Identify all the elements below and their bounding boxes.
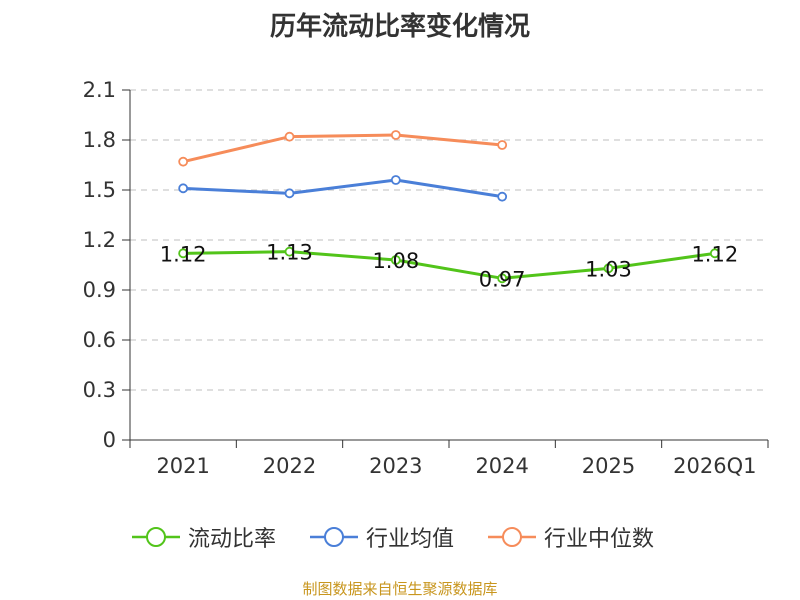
y-tick-label: 2.1 [83,78,116,102]
data-label: 0.97 [479,267,526,291]
y-tick-label: 0.3 [83,378,116,402]
series-lines [182,133,716,280]
legend-label-current-ratio: 流动比率 [188,527,277,552]
y-tick-label: 0 [103,428,116,452]
legend-line-green-icon [132,527,180,547]
legend-item-industry-median[interactable]: 行业中位数 [488,520,654,554]
x-tick-label: 2025 [582,454,635,478]
chart-title: 历年流动比率变化情况 [269,12,530,42]
series-line [183,178,503,199]
y-tick-label: 1.8 [83,128,116,152]
y-tick-label: 0.9 [83,278,116,302]
data-point [284,131,295,142]
x-tick-label: 2024 [475,454,528,478]
data-labels: 1.12 1.13 1.08 0.97 1.03 1.12 [160,241,738,292]
data-label: 1.08 [372,249,419,273]
data-point [603,263,614,274]
y-tick-label: 1.5 [83,178,116,202]
legend-item-current-ratio[interactable]: 流动比率 [132,520,276,554]
series-line [182,133,503,164]
grid-lines [130,89,768,391]
data-point [178,183,189,194]
legend-item-industry-average[interactable]: 行业均值 [310,520,454,554]
data-point [390,255,401,265]
data-point [497,273,508,284]
data-label: 1.03 [585,257,632,281]
legend-line-blue-icon [310,527,358,547]
data-point [390,130,401,140]
axes: 0 0.3 0.6 0.9 1.2 1.5 1.8 2.1 2021 2022 2023 2024 20… [83,78,769,478]
data-points [178,130,720,284]
data-point [178,248,189,259]
x-tick-label: 2023 [369,454,422,478]
data-point [497,140,508,150]
x-tick-label: 2026Q1 [673,454,756,478]
data-point [178,156,189,167]
data-point [284,246,295,257]
data-point [497,191,508,202]
legend-line-orange-icon [488,527,536,547]
legend-label-industry-median: 行业中位数 [544,527,655,552]
series-line [183,250,716,280]
y-tick-label: 0.6 [83,328,116,352]
data-label: 1.12 [160,242,207,266]
data-label: 1.12 [691,242,738,266]
legend-label-industry-average: 行业均值 [366,527,455,552]
data-point [284,188,295,199]
y-tick-label: 1.2 [83,228,116,252]
data-label: 1.13 [266,241,313,265]
source-note: 制图数据来自恒生聚源数据库 [302,580,498,598]
data-point [709,248,720,259]
x-tick-label: 2022 [263,454,316,478]
x-tick-label: 2021 [156,454,209,478]
data-point [390,175,401,185]
